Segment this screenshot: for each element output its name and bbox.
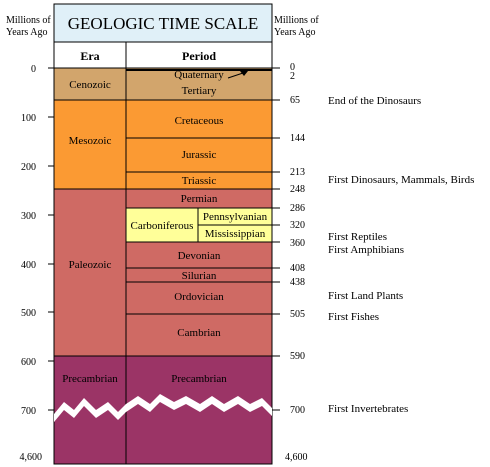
right-tick-286: 286: [290, 203, 305, 214]
right-tick-65: 65: [290, 95, 300, 106]
right-tick-590: 590: [290, 351, 305, 362]
left-axis-label-line1: Millions of: [6, 15, 51, 26]
left-tick-300: 300: [21, 211, 36, 222]
period-header: Period: [182, 49, 216, 63]
left-tick-200: 200: [21, 162, 36, 173]
right-tick-360: 360: [290, 238, 305, 249]
right-tick-438: 438: [290, 277, 305, 288]
right-axis-label-line2: Years Ago: [274, 27, 316, 38]
right-tick-213: 213: [290, 167, 305, 178]
event-first-invertebrates: First Invertebrates: [328, 403, 408, 415]
right-tick-2: 2: [290, 71, 295, 82]
period-label-silurian: Silurian: [182, 270, 217, 282]
event-first-fishes: First Fishes: [328, 311, 379, 323]
right-tick-marks: [272, 67, 280, 411]
period-label-pennsylvanian: Pennsylvanian: [203, 211, 268, 223]
period-label-precambrian: Precambrian: [171, 373, 227, 385]
period-label-mississippian: Mississippian: [205, 228, 266, 240]
period-label-devonian: Devonian: [178, 250, 221, 262]
period-label-ordovician: Ordovician: [174, 291, 224, 303]
period-label-quaternary: Quaternary: [174, 69, 224, 81]
period-boundaries: [126, 137, 272, 315]
period-label-cretaceous: Cretaceous: [175, 115, 224, 127]
period-label-tertiary: Tertiary: [182, 85, 217, 97]
left-tick-0: 0: [31, 64, 36, 75]
right-tick-505: 505: [290, 309, 305, 320]
right-tick-700: 700: [290, 405, 305, 416]
era-label-precambrian: Precambrian: [62, 373, 118, 385]
right-tick-248: 248: [290, 184, 305, 195]
left-tick-4600: 4,600: [20, 452, 43, 463]
title-box: [53, 3, 273, 43]
right-tick-0: 0: [290, 62, 295, 73]
left-tick-700: 700: [21, 406, 36, 417]
era-label-cenozoic: Cenozoic: [69, 79, 111, 91]
era-header: Era: [80, 49, 99, 63]
right-tick-4600: 4,600: [285, 452, 308, 463]
left-tick-marks: [48, 67, 54, 411]
period-label-cambrian: Cambrian: [177, 327, 221, 339]
quaternary-arrow-head: [240, 71, 248, 76]
right-axis-label-line1: Millions of: [274, 15, 319, 26]
right-tick-320: 320: [290, 220, 305, 231]
left-tick-100: 100: [21, 113, 36, 124]
right-tick-144: 144: [290, 133, 305, 144]
era-mesozoic-block: [53, 99, 273, 190]
event-first-dinosaurs-mammals-birds: First Dinosaurs, Mammals, Birds: [328, 174, 474, 186]
diagram-title: GEOLOGIC TIME SCALE: [68, 14, 258, 33]
left-axis-label-line2: Years Ago: [6, 27, 48, 38]
period-label-jurassic: Jurassic: [182, 149, 217, 161]
right-tick-408: 408: [290, 263, 305, 274]
event-first-amphibians: First Amphibians: [328, 244, 404, 256]
period-label-carboniferous: Carboniferous: [131, 220, 194, 232]
left-tick-600: 600: [21, 357, 36, 368]
period-label-triassic: Triassic: [182, 175, 217, 187]
period-label-permian: Permian: [181, 193, 218, 205]
era-cenozoic-block: [53, 67, 273, 101]
event-first-reptiles: First Reptiles: [328, 231, 387, 243]
event-first-land-plants: First Land Plants: [328, 290, 403, 302]
era-label-paleozoic: Paleozoic: [69, 259, 112, 271]
time-break-zigzag: [54, 394, 272, 422]
event-end-of-dinosaurs: End of the Dinosaurs: [328, 95, 421, 107]
left-tick-400: 400: [21, 260, 36, 271]
era-header-cell: [53, 41, 127, 69]
left-tick-500: 500: [21, 308, 36, 319]
era-label-mesozoic: Mesozoic: [69, 135, 112, 147]
